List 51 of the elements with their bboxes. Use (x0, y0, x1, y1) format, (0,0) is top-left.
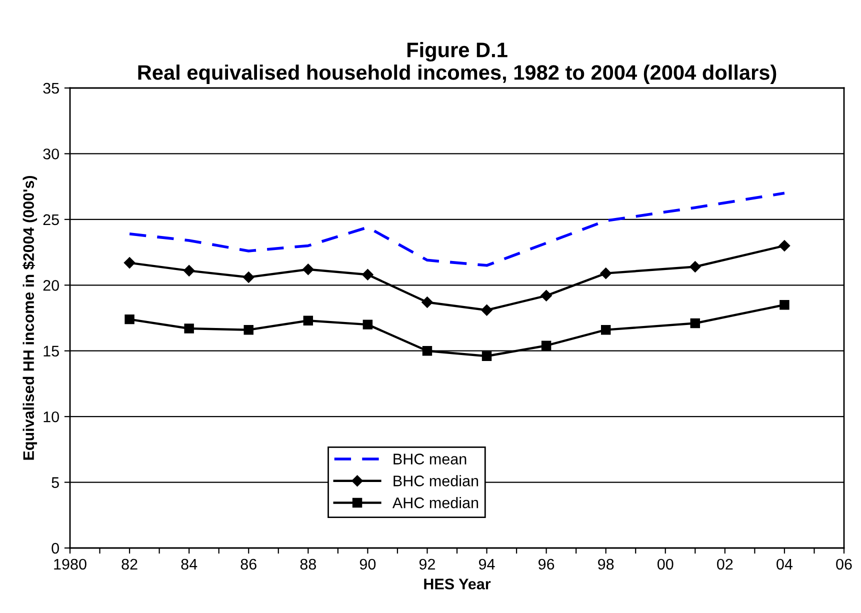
point (184, 324, 194, 334)
point (243, 272, 254, 283)
y-tick-label: 20 (43, 280, 59, 291)
point (540, 290, 552, 302)
point (778, 240, 790, 252)
legend-label: AHC median (392, 497, 478, 508)
x-tick-label: 94 (478, 558, 495, 570)
point (482, 351, 492, 361)
y-tick-label: 0 (52, 542, 59, 554)
x-tick-label: 92 (419, 558, 435, 570)
x-tick-label: 02 (717, 558, 733, 570)
point (244, 324, 254, 335)
x-tick-label: 96 (538, 558, 554, 570)
chart-title: Figure D.1 Real equivalised household incomes, 1982 to 2004 (2004 dollars) (138, 42, 776, 84)
legend-label: BHC median (394, 475, 478, 486)
point (690, 318, 700, 328)
legend-label: BHC mean (394, 454, 466, 464)
x-tick-label: 98 (598, 558, 614, 570)
point (600, 268, 612, 279)
point (481, 304, 492, 316)
line-series (128, 192, 786, 267)
point (183, 265, 195, 276)
x-tick-label: 82 (122, 558, 138, 570)
y-tick-label: 15 (44, 346, 59, 357)
y-tick-label: 10 (44, 411, 59, 422)
point (541, 340, 552, 350)
x-tick-label: 90 (360, 558, 376, 570)
point (124, 314, 134, 324)
point (780, 300, 790, 310)
x-tick-label: 84 (181, 558, 198, 570)
point (302, 264, 314, 275)
point (303, 316, 314, 326)
y-tick-label: 30 (43, 148, 59, 160)
y-tick-label: 5 (52, 477, 59, 488)
x-tick-label: 00 (657, 558, 674, 570)
y-axis-title: Equivalised HH income in $2004 (000's) (22, 176, 38, 460)
point (124, 257, 136, 268)
point (362, 320, 373, 330)
x-tick-label: 06 (836, 558, 852, 570)
x-axis-title: HES Year (424, 578, 491, 590)
point (362, 269, 374, 280)
x-tick-label: 86 (240, 558, 256, 570)
point (422, 346, 432, 356)
y-tick-label: 35 (43, 82, 59, 94)
point (600, 324, 611, 335)
y-tick-label: 25 (43, 214, 59, 226)
x-tick-label: 1980 (54, 558, 86, 570)
x-tick-label: 88 (300, 558, 316, 570)
point (690, 261, 701, 272)
point (422, 296, 433, 308)
x-tick-label: 04 (776, 558, 793, 570)
